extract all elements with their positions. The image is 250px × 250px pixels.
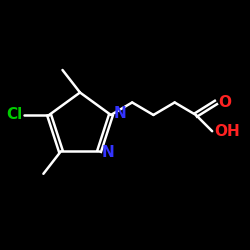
Text: Cl: Cl <box>6 108 23 122</box>
Text: N: N <box>102 145 115 160</box>
Text: N: N <box>114 106 127 121</box>
Text: O: O <box>218 95 231 110</box>
Text: OH: OH <box>214 124 240 139</box>
